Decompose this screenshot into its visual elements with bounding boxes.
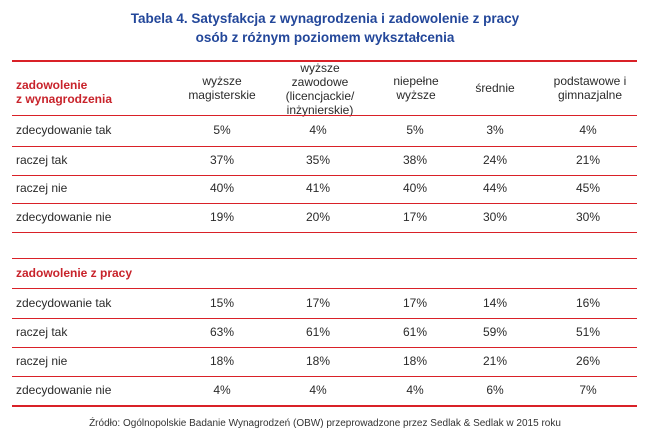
table-cell: 14% [482, 296, 508, 310]
column-header-line: średnie [475, 81, 515, 95]
table-cell: 7% [579, 383, 597, 397]
table-cell: 38% [402, 153, 428, 167]
row-rule [12, 175, 637, 176]
table-cell: 21% [575, 153, 601, 167]
table-cell: 4% [579, 123, 597, 137]
row-rule [12, 318, 637, 319]
bottom-rule [12, 405, 637, 407]
row-rule [12, 203, 637, 204]
row-label: raczej tak [16, 153, 68, 167]
row-rule [12, 347, 637, 348]
table-cell: 18% [402, 354, 428, 368]
section-header-job: zadowolenie z pracy [16, 266, 133, 280]
row-label: raczej nie [16, 181, 68, 195]
table-cell: 4% [213, 383, 231, 397]
row-label: zdecydowanie tak [16, 296, 112, 310]
table-cell: 30% [482, 210, 508, 224]
table-cell: 18% [305, 354, 331, 368]
table-cell: 24% [482, 153, 508, 167]
column-header-line: niepełne [393, 74, 439, 88]
source-note: Źródło: Ogólnopolskie Badanie Wynagrodze… [89, 418, 561, 429]
table-cell: 37% [209, 153, 235, 167]
column-header-primary: podstawowe i gimnazjalne [535, 74, 645, 102]
row-label: raczej nie [16, 354, 68, 368]
title-line-1: Tabela 4. Satysfakcja z wynagrodzenia i … [130, 11, 520, 26]
column-header-line: inżynierskie) [286, 103, 354, 117]
table-cell: 21% [482, 354, 508, 368]
column-header-incomplete-higher: niepełne wyższe [366, 74, 466, 102]
table-cell: 18% [209, 354, 235, 368]
section-rule [12, 258, 637, 259]
column-header-line: (licencjackie/ [285, 89, 355, 103]
table-cell: 63% [209, 325, 235, 339]
table-cell: 19% [209, 210, 235, 224]
table-cell: 5% [406, 123, 424, 137]
table-cell: 26% [575, 354, 601, 368]
table-cell: 40% [402, 181, 428, 195]
table-cell: 59% [482, 325, 508, 339]
table-cell: 35% [305, 153, 331, 167]
column-header-higher-master: wyższe magisterskie [172, 74, 272, 102]
table-cell: 6% [486, 383, 504, 397]
header-rule [12, 115, 637, 116]
row-label: zdecydowanie nie [16, 210, 112, 224]
table-cell: 4% [406, 383, 424, 397]
table-cell: 20% [305, 210, 331, 224]
column-header-line: wyższe [202, 74, 242, 88]
table-cell: 61% [305, 325, 331, 339]
table-cell: 3% [486, 123, 504, 137]
column-header-secondary: średnie [445, 81, 545, 95]
top-rule [12, 60, 637, 62]
table-cell: 4% [309, 123, 327, 137]
table-cell: 17% [305, 296, 331, 310]
table-cell: 30% [575, 210, 601, 224]
row-label: raczej tak [16, 325, 68, 339]
column-header-line: wyższe [396, 88, 436, 102]
table-cell: 4% [309, 383, 327, 397]
table-cell: 40% [209, 181, 235, 195]
table-cell: 5% [213, 123, 231, 137]
column-header-higher-vocational: wyższe zawodowe (licencjackie/ inżyniers… [270, 61, 370, 117]
row-rule [12, 376, 637, 377]
table-cell: 45% [575, 181, 601, 195]
column-header-line: podstawowe i [553, 74, 627, 88]
table-cell: 16% [575, 296, 601, 310]
table-cell: 61% [402, 325, 428, 339]
column-header-line: zawodowe [291, 75, 349, 89]
row-label: zdecydowanie nie [16, 383, 112, 397]
table-cell: 17% [402, 296, 428, 310]
row-rule [12, 146, 637, 147]
section-header-salary: zadowolenie z wynagrodzenia [16, 78, 112, 106]
column-header-line: magisterskie [188, 88, 256, 102]
column-header-line: gimnazjalne [557, 88, 623, 102]
section-header-salary-line2: z wynagrodzenia [16, 92, 113, 106]
table-cell: 17% [402, 210, 428, 224]
table-cell: 41% [305, 181, 331, 195]
title-line-2: osób z różnym poziomem wykształcenia [195, 30, 455, 45]
section-header-salary-line1: zadowolenie [16, 78, 88, 92]
section-header-rule [12, 288, 637, 289]
table-cell: 15% [209, 296, 235, 310]
row-label: zdecydowanie tak [16, 123, 112, 137]
row-rule [12, 232, 637, 233]
table-cell: 51% [575, 325, 601, 339]
table-title: Tabela 4. Satysfakcja z wynagrodzenia i … [0, 9, 650, 47]
table-cell: 44% [482, 181, 508, 195]
column-header-line: wyższe [300, 61, 340, 75]
